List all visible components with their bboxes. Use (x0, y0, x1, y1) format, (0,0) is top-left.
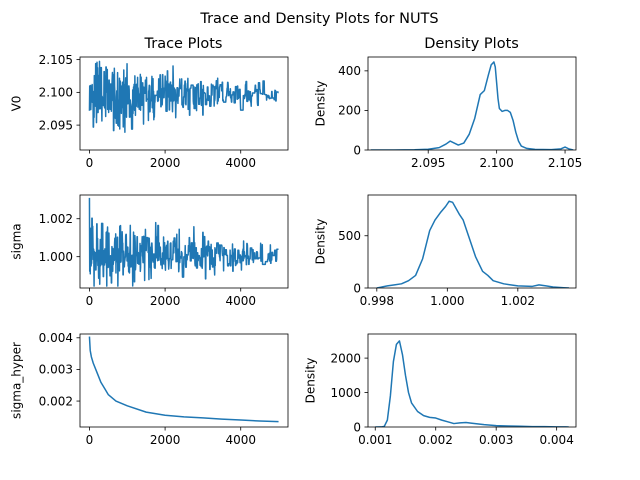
v0-density-ytick-label: 200 (338, 104, 361, 118)
sigma-hyper-density-frame (367, 333, 577, 428)
v0-density-ylabel: Density (314, 81, 328, 127)
sigma-hyper-density-xtick-label: 0.002 (419, 433, 453, 447)
density-column-title: Density Plots (424, 36, 519, 52)
v0-trace-xtick-label: 0 (86, 156, 94, 170)
sigma-hyper-trace-ytick-label: 0.004 (39, 331, 73, 345)
sigma-trace-xtick-label: 4000 (225, 294, 256, 308)
v0-trace-xtick-label: 2000 (150, 156, 181, 170)
sigma-hyper-density-xtick-label: 0.001 (358, 433, 392, 447)
sigma-hyper-trace-ylabel: sigma_hyper (10, 342, 24, 419)
sigma-hyper-density-ytick-label: 2000 (330, 351, 361, 365)
sigma-hyper-trace-xtick-label: 4000 (225, 433, 256, 447)
v0-density-ytick-label: 0 (353, 143, 361, 157)
sigma-hyper-trace-xtick-label: 2000 (150, 433, 181, 447)
sigma-hyper-density-line (375, 340, 569, 427)
sigma-hyper-trace-ytick-label: 0.002 (39, 394, 73, 408)
sigma-density-panel: 0.998 1.000 1.002 0 500 Density (314, 194, 577, 308)
v0-density-xtick-label: 2.105 (548, 156, 582, 170)
sigma-hyper-trace-line (88, 336, 279, 423)
v0-trace-ytick-label: 2.100 (39, 86, 73, 100)
sigma-hyper-trace-ytick-label: 0.003 (39, 363, 73, 377)
sigma-density-xtick-label: 1.002 (501, 294, 535, 308)
v0-density-ytick-label: 400 (338, 64, 361, 78)
sigma-hyper-trace-xtick-label: 0 (86, 433, 94, 447)
sigma-hyper-density-xtick-label: 0.003 (479, 433, 513, 447)
v0-density-line (370, 61, 574, 150)
sigma-trace-xtick-label: 0 (86, 294, 94, 308)
sigma-hyper-density-ytick-label: 0 (353, 420, 361, 434)
sigma-trace-line (88, 197, 279, 287)
trace-column-title: Trace Plots (144, 36, 223, 52)
sigma-density-line (376, 200, 569, 288)
v0-trace-xtick-label: 4000 (225, 156, 256, 170)
v0-trace-ytick-label: 2.095 (39, 118, 73, 132)
v0-trace-ylabel: V0 (10, 96, 24, 112)
sigma-hyper-trace-panel: 0 2000 4000 0.002 0.003 0.004 sigma_hyper (10, 331, 289, 447)
v0-trace-ytick-label: 2.105 (39, 53, 73, 67)
sigma-hyper-density-ylabel: Density (304, 358, 318, 404)
sigma-trace-ytick-label: 1.002 (39, 212, 73, 226)
sigma-density-xtick-label: 0.998 (360, 294, 394, 308)
sigma-hyper-density-panel: 0.001 0.002 0.003 0.004 0 1000 2000 Density (304, 333, 577, 447)
sigma-trace-ytick-label: 1.000 (39, 250, 73, 264)
sigma-density-ytick-label: 500 (338, 229, 361, 243)
sigma-hyper-density-xtick-label: 0.004 (539, 433, 573, 447)
sigma-density-xtick-label: 1.000 (430, 294, 464, 308)
sigma-hyper-density-ytick-label: 1000 (330, 386, 361, 400)
v0-density-frame (367, 56, 577, 151)
v0-trace-frame (79, 56, 289, 151)
v0-trace-panel: 0 2000 4000 2.095 2.100 2.105 V0 (10, 53, 289, 170)
sigma-trace-panel: 0 2000 4000 1.000 1.002 sigma (10, 194, 289, 308)
sigma-trace-frame (79, 194, 289, 289)
sigma-density-frame (367, 194, 577, 289)
v0-density-xtick-label: 2.095 (411, 156, 445, 170)
v0-density-panel: 2.095 2.100 2.105 0 200 400 Density (314, 56, 582, 170)
sigma-density-ylabel: Density (314, 219, 328, 265)
v0-density-xtick-label: 2.100 (479, 156, 513, 170)
figure-suptitle: Trace and Density Plots for NUTS (199, 11, 438, 27)
sigma-density-ytick-label: 0 (353, 281, 361, 295)
sigma-trace-ylabel: sigma (10, 223, 24, 259)
sigma-hyper-trace-frame (79, 333, 289, 428)
sigma-trace-xtick-label: 2000 (150, 294, 181, 308)
v0-trace-line (88, 60, 279, 134)
